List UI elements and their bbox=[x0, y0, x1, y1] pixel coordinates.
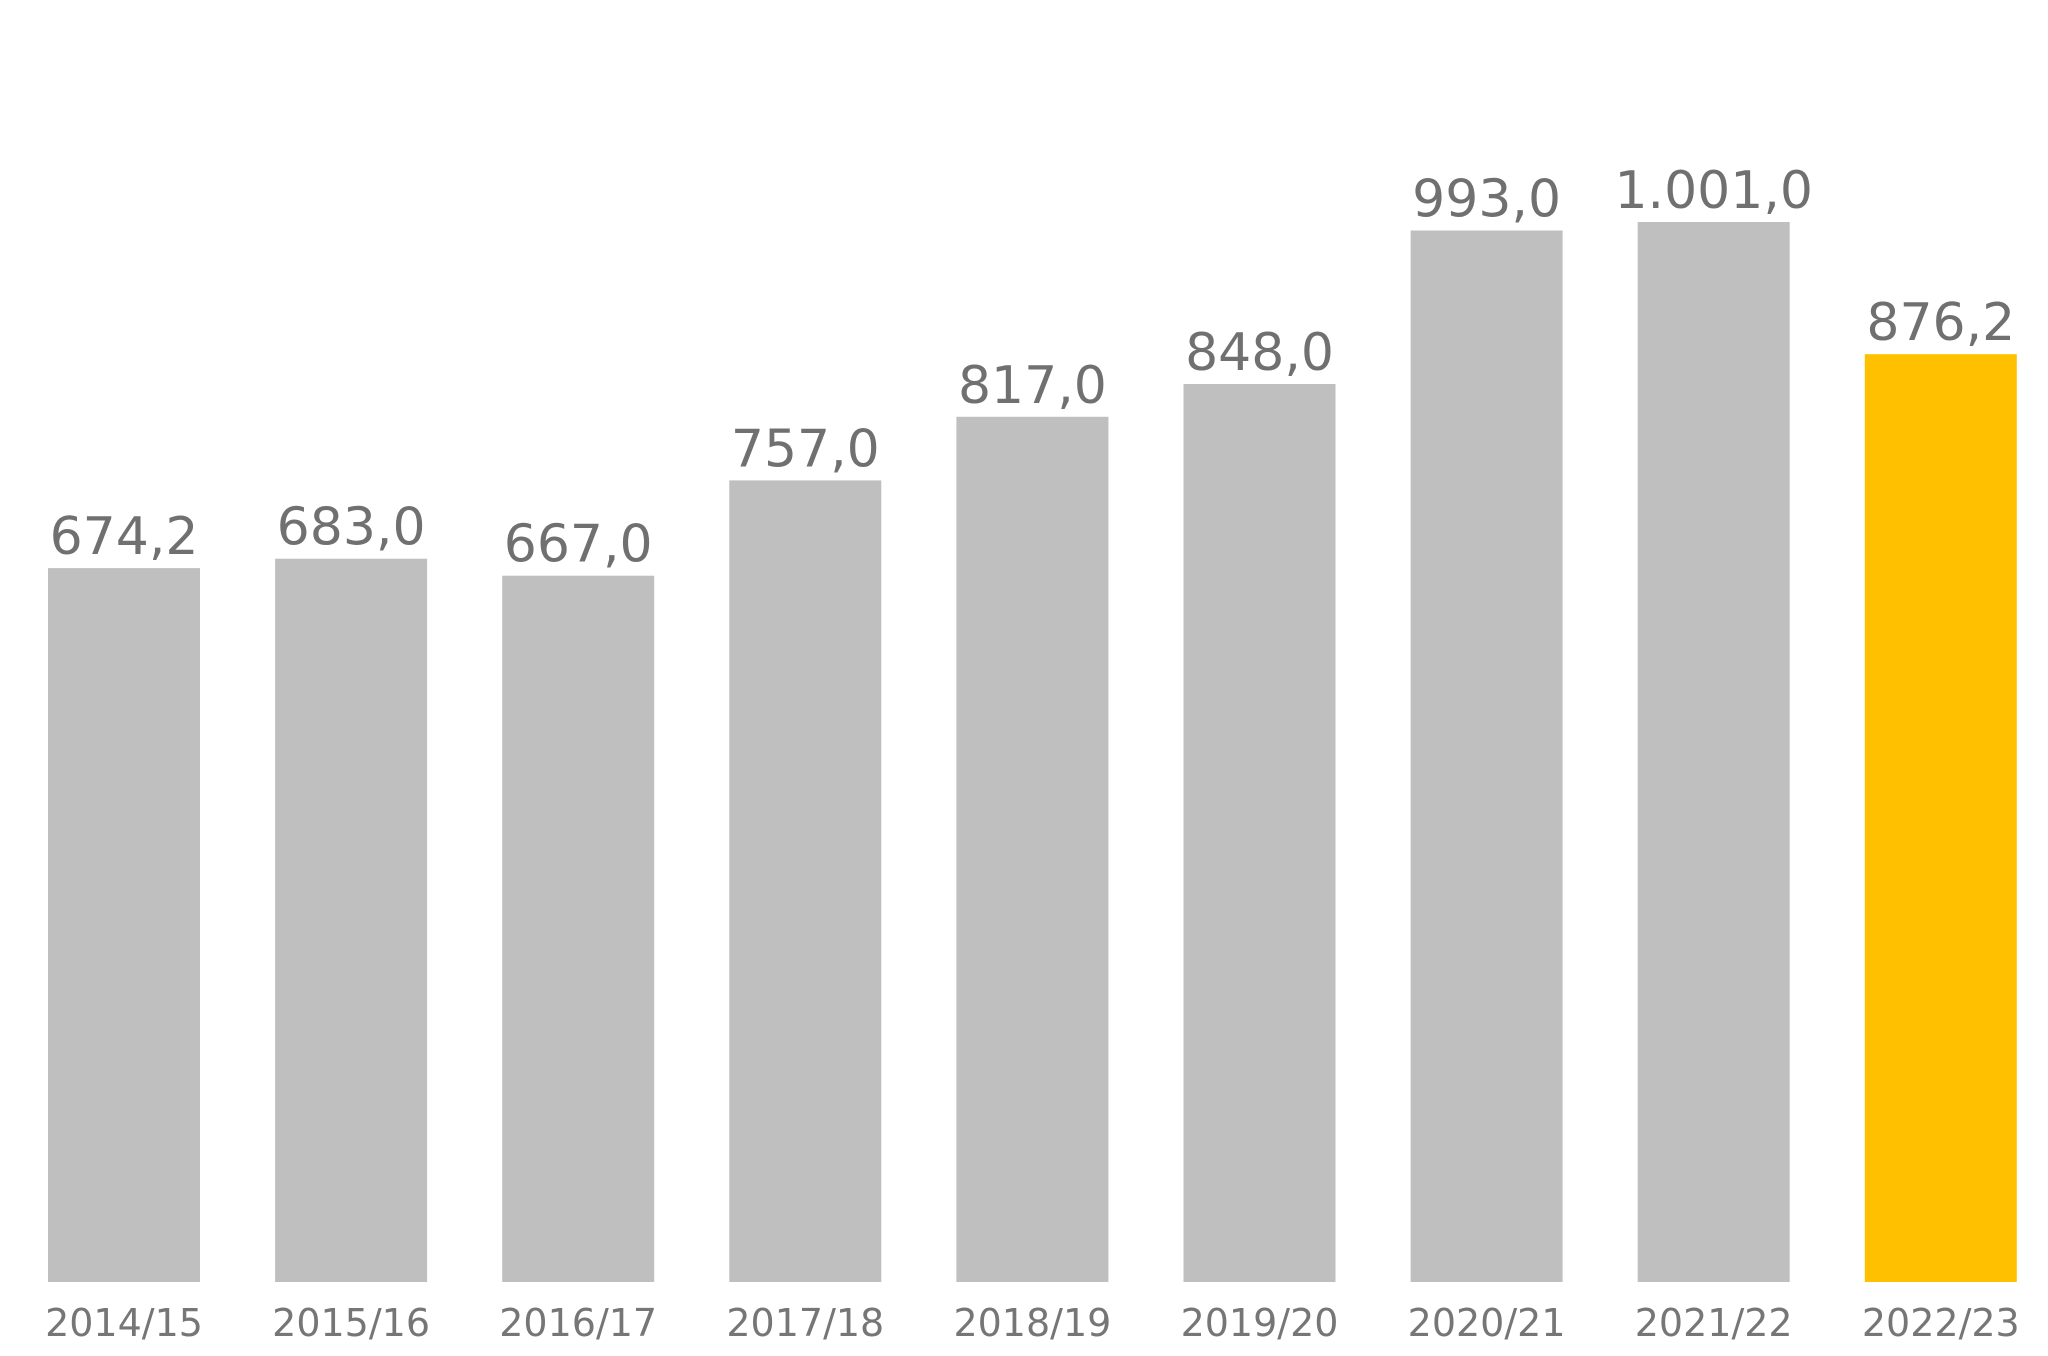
bar-2014-15 bbox=[48, 568, 200, 1282]
category-label-2021-22: 2021/22 bbox=[1635, 1301, 1793, 1345]
bar-2016-17 bbox=[502, 575, 655, 1282]
category-label-2016-17: 2016/17 bbox=[499, 1301, 657, 1345]
bar-2021-22 bbox=[1637, 222, 1790, 1282]
value-label-2018-19: 817,0 bbox=[958, 356, 1107, 416]
value-label-2019-20: 848,0 bbox=[1185, 323, 1334, 383]
bar-2019-20 bbox=[1183, 384, 1336, 1282]
category-label-2018-19: 2018/19 bbox=[953, 1301, 1111, 1345]
value-label-2021-22: 1.001,0 bbox=[1614, 161, 1812, 221]
bars-group bbox=[48, 222, 2017, 1282]
bar-2018-19 bbox=[956, 416, 1109, 1282]
bar-2022-23 bbox=[1864, 354, 2017, 1282]
value-label-2015-16: 683,0 bbox=[277, 498, 426, 558]
bar-2015-16 bbox=[275, 558, 428, 1282]
value-label-2016-17: 667,0 bbox=[504, 515, 653, 575]
bar-2017-18 bbox=[729, 480, 882, 1282]
value-label-2014-15: 674,2 bbox=[50, 507, 199, 567]
value-labels-group: 674,2 683,0 667,0 757,0 817,0 848,0 993,0 1.001… bbox=[50, 161, 2016, 575]
category-label-2017-18: 2017/18 bbox=[726, 1301, 884, 1345]
bar-2020-21 bbox=[1410, 230, 1563, 1282]
value-label-2017-18: 757,0 bbox=[731, 419, 880, 479]
category-label-2015-16: 2015/16 bbox=[272, 1301, 430, 1345]
value-label-2022-23: 876,2 bbox=[1866, 293, 2015, 353]
category-label-2020-21: 2020/21 bbox=[1408, 1301, 1566, 1345]
value-label-2020-21: 993,0 bbox=[1412, 170, 1561, 230]
category-label-2022-23: 2022/23 bbox=[1862, 1301, 2020, 1345]
category-label-2014-15: 2014/15 bbox=[45, 1301, 203, 1345]
category-labels-group: 2014/15 2015/16 2016/17 2017/18 2018/19 2019/… bbox=[45, 1301, 2020, 1345]
category-label-2019-20: 2019/20 bbox=[1181, 1301, 1339, 1345]
